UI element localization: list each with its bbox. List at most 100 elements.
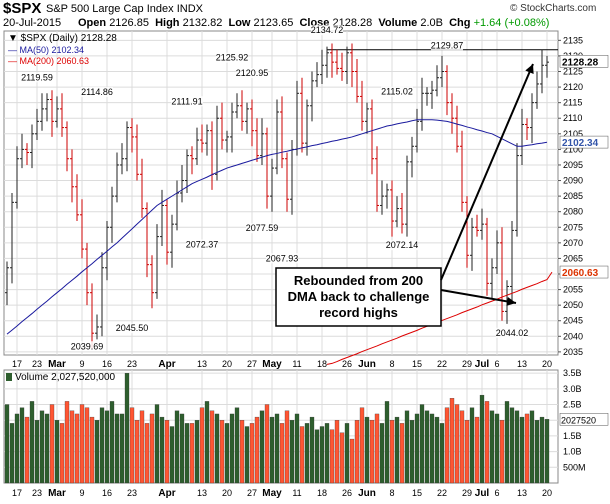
ma200-badge: 2060.63 bbox=[562, 268, 599, 279]
date-tick-label-bottom: 23 bbox=[32, 488, 42, 498]
price-tick-label: 2095 bbox=[563, 160, 583, 170]
volume-bar bbox=[504, 401, 510, 484]
volume-bar bbox=[449, 398, 455, 484]
volume-bar bbox=[239, 420, 245, 484]
volume-tick-label: 2.5B bbox=[563, 400, 582, 410]
volume-bar bbox=[464, 420, 470, 484]
value-label-bg bbox=[81, 87, 113, 98]
price-bar bbox=[345, 46, 349, 84]
volume-bar bbox=[439, 423, 445, 484]
volume-bar bbox=[189, 423, 195, 484]
price-bar bbox=[310, 71, 314, 122]
date-tick-label-bottom: 13 bbox=[197, 488, 207, 498]
price-bar bbox=[5, 261, 9, 306]
value-label: 2039.69 bbox=[71, 341, 104, 351]
price-bar bbox=[10, 193, 14, 284]
price-bar bbox=[270, 158, 274, 212]
volume-tick-label: 500M bbox=[563, 462, 586, 472]
price-bar bbox=[305, 99, 309, 156]
date-tick-label-bottom: 27 bbox=[247, 488, 257, 498]
volume-bar bbox=[259, 410, 265, 484]
price-bar bbox=[515, 143, 519, 237]
volume-bar bbox=[54, 420, 60, 484]
date-tick-label: 15 bbox=[412, 359, 422, 369]
price-bar bbox=[320, 49, 324, 84]
date-tick-label-bottom: Mar bbox=[48, 488, 66, 499]
annotation-arrow-down-head bbox=[506, 297, 516, 306]
volume-bar bbox=[149, 413, 155, 484]
value-label: 2072.37 bbox=[186, 239, 219, 249]
price-bar bbox=[215, 105, 219, 181]
date-tick-label-bottom: 22 bbox=[437, 488, 447, 498]
date-tick-label: 20 bbox=[222, 359, 232, 369]
price-bar bbox=[495, 230, 499, 274]
price-tick-label: 2050 bbox=[563, 300, 583, 310]
volume-bar bbox=[434, 416, 440, 484]
date-tick-label-bottom: 8 bbox=[389, 488, 394, 498]
price-bar bbox=[190, 146, 194, 175]
site-credit[interactable]: © StockCharts.com bbox=[510, 3, 597, 14]
price-bar bbox=[255, 118, 259, 162]
value-label-bg bbox=[171, 96, 203, 107]
price-bar bbox=[405, 155, 409, 237]
volume-bar bbox=[24, 416, 30, 484]
price-bar bbox=[225, 130, 229, 153]
price-tick-label: 2090 bbox=[563, 176, 583, 186]
volume-value: 2.0B bbox=[420, 17, 443, 29]
index-name-text: S&P 500 Large Cap Index bbox=[46, 3, 174, 15]
price-bar bbox=[530, 93, 534, 144]
volume-bar bbox=[319, 426, 325, 484]
price-bar bbox=[540, 49, 544, 94]
date-tick-label-bottom: 9 bbox=[79, 488, 84, 498]
volume-bar bbox=[479, 394, 485, 484]
price-bar bbox=[135, 124, 139, 181]
volume-bar bbox=[484, 401, 490, 484]
volume-bar bbox=[214, 413, 220, 484]
date-tick-label-bottom: 16 bbox=[102, 488, 112, 498]
value-label: 2125.92 bbox=[216, 53, 249, 63]
value-label-bg bbox=[431, 40, 463, 51]
volume-bar bbox=[414, 413, 420, 484]
price-bar bbox=[335, 49, 339, 75]
volume-bar bbox=[19, 407, 25, 484]
value-label-bg bbox=[496, 327, 528, 338]
price-bar bbox=[300, 77, 304, 153]
volume-bar bbox=[119, 413, 125, 484]
price-bar bbox=[90, 283, 94, 349]
volume-bar bbox=[379, 423, 385, 484]
volume-label: Volume bbox=[378, 17, 418, 29]
volume-last-badge-bg bbox=[559, 413, 609, 426]
date-tick-label-bottom: 20 bbox=[542, 488, 552, 498]
volume-bar bbox=[494, 413, 500, 484]
volume-bar bbox=[539, 416, 545, 484]
volume-bar bbox=[384, 401, 390, 484]
price-bar bbox=[480, 208, 484, 240]
price-tick-label: 2035 bbox=[563, 347, 583, 357]
price-bar bbox=[100, 252, 104, 337]
volume-bar bbox=[104, 410, 110, 484]
volume-bar bbox=[199, 407, 205, 484]
price-bar bbox=[185, 149, 189, 193]
ma50-legend: — MA(50) 2102.34 bbox=[8, 45, 84, 55]
price-bar bbox=[120, 143, 124, 175]
price-bar bbox=[75, 174, 79, 222]
open-value: 2126.85 bbox=[109, 17, 149, 29]
volume-bar bbox=[69, 410, 75, 484]
date-tick-label: 9 bbox=[79, 359, 84, 369]
value-label-bg bbox=[21, 72, 53, 83]
price-bar bbox=[350, 43, 354, 88]
volume-bar bbox=[329, 429, 335, 484]
price-bar bbox=[130, 118, 134, 153]
volume-bar bbox=[339, 432, 345, 484]
chg-value: +1.64 (+0.08%) bbox=[473, 17, 550, 29]
volume-bar bbox=[169, 426, 175, 484]
volume-bar bbox=[164, 420, 170, 484]
price-legend: ▼ $SPX (Daily) 2128.28 bbox=[8, 33, 117, 44]
volume-bar bbox=[344, 423, 350, 484]
volume-bar bbox=[499, 420, 505, 484]
price-tick-label: 2105 bbox=[563, 129, 583, 139]
date-tick-label-bottom: 15 bbox=[412, 488, 422, 498]
annotation-line: Rebounded from 200 bbox=[294, 273, 423, 288]
price-tick-label: 2080 bbox=[563, 207, 583, 217]
price-bar bbox=[160, 189, 164, 246]
